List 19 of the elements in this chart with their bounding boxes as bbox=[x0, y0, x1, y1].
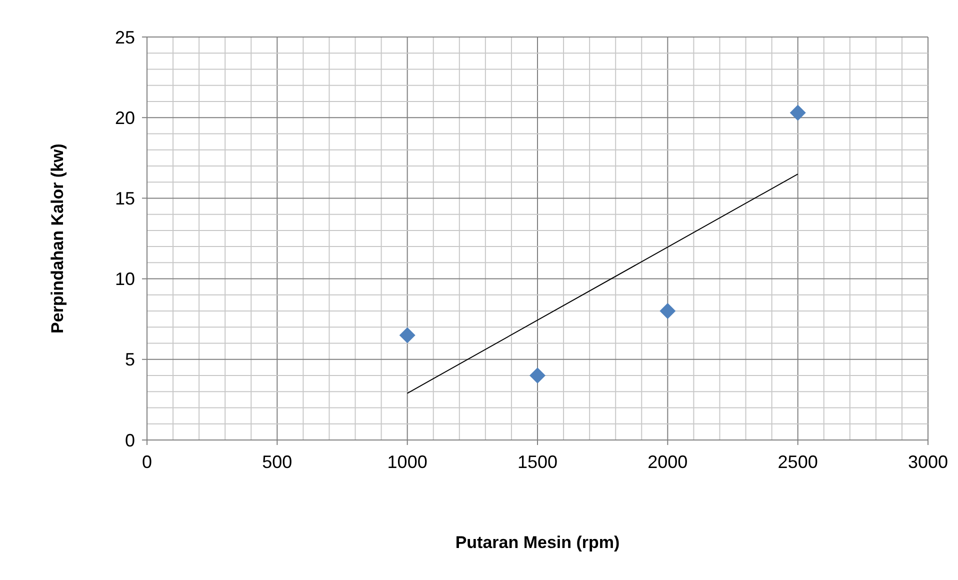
y-axis-title: Perpindahan Kalor (kw) bbox=[48, 144, 67, 334]
x-tick-label: 2500 bbox=[778, 452, 818, 472]
x-tick-label: 3000 bbox=[908, 452, 948, 472]
point bbox=[530, 368, 546, 384]
y-tick-label: 15 bbox=[114, 188, 135, 208]
x-axis-title: Putaran Mesin (rpm) bbox=[455, 533, 620, 552]
x-tick-label: 0 bbox=[142, 452, 152, 472]
point bbox=[399, 327, 416, 344]
y-tick-label: 10 bbox=[114, 269, 135, 290]
x-tick-label: 1000 bbox=[387, 452, 428, 472]
y-tick-label: 0 bbox=[124, 430, 135, 450]
y-tick-label: 20 bbox=[114, 108, 135, 128]
x-tick-label: 500 bbox=[262, 452, 292, 472]
x-tick-label: 1500 bbox=[517, 452, 558, 472]
point bbox=[790, 104, 806, 121]
y-tick-label: 25 bbox=[114, 27, 135, 48]
x-tick-label: 2000 bbox=[648, 452, 688, 472]
point bbox=[660, 303, 676, 320]
y-tick-label: 5 bbox=[124, 350, 135, 370]
